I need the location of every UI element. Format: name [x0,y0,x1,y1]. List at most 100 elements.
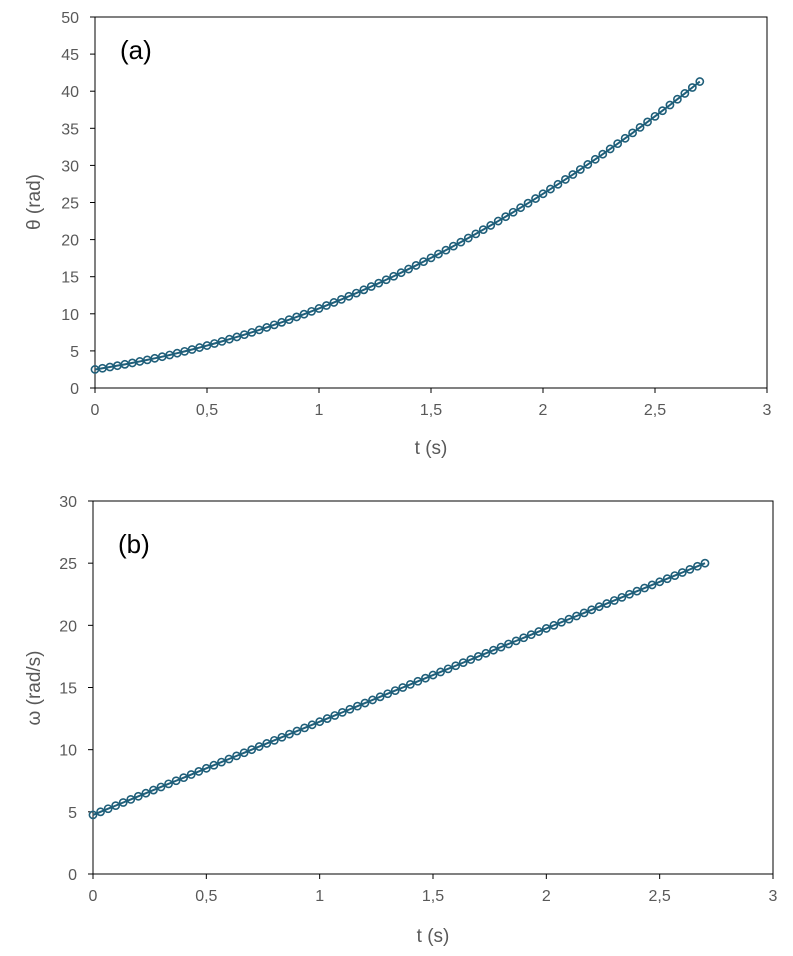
data-point [254,325,264,335]
y-tick-label: 0 [68,867,77,884]
x-tick-label: 0 [91,402,100,419]
data-point [164,779,173,789]
data-point [292,312,301,322]
data-point [322,301,331,310]
data-point [640,583,649,593]
data-point [360,698,370,708]
data-point [662,574,672,584]
data-point [351,288,361,298]
data-point [284,315,294,325]
y-tick-label: 30 [59,494,77,511]
data-point [466,655,476,664]
data-point [111,801,121,811]
data-point [489,645,498,655]
data-point [269,735,279,745]
data-point [456,237,466,247]
x-axis-title: t (s) [417,926,450,947]
data-point [405,679,415,689]
data-point [526,630,536,640]
data-point [493,216,503,226]
data-point [575,165,585,174]
y-tick-label: 5 [70,344,79,361]
data-point [463,233,473,243]
data-point [300,723,309,733]
data-point [201,763,211,773]
x-tick-label: 0,5 [195,888,217,905]
data-point [366,282,376,291]
data-point [285,729,294,739]
data-point [632,586,642,596]
x-tick-label: 1 [315,402,324,419]
data-point [171,776,181,786]
data-point [436,667,445,677]
data-point [523,198,533,208]
y-tick-label: 50 [61,10,79,27]
data-point [579,608,589,618]
data-point [315,717,325,727]
data-point [314,304,324,313]
data-point [413,676,423,686]
y-tick-label: 30 [61,158,79,175]
y-tick-label: 10 [59,743,77,760]
x-tick-label: 1 [315,888,324,905]
series-line [94,80,701,371]
data-point [262,739,272,748]
data-point [353,701,362,711]
y-tick-label: 25 [59,556,77,573]
data-point [673,94,682,104]
chart-panel-a: (a) t (s) θ (rad) 0 0,5 1 1,5 2 2,5 3051015202… [24,10,772,459]
data-point [605,144,615,154]
data-point [541,624,551,633]
y-tick-label: 10 [61,307,79,324]
x-tick-label: 0 [89,888,98,905]
data-point [103,804,113,814]
data-point [549,620,559,630]
data-point [247,745,257,755]
data-point [398,683,408,692]
y-tick-label: 0 [70,381,79,398]
data-point [224,334,234,344]
data-point [553,179,563,189]
data-point [546,184,555,194]
data-point [336,295,346,304]
data-point [426,253,436,263]
y-tick-label: 45 [61,47,79,64]
data-point [88,810,98,820]
data-point [224,754,234,764]
data-point [658,106,667,116]
data-point [118,798,128,807]
data-point [531,194,540,203]
data-point [217,757,226,767]
data-point [194,767,204,776]
data-point [374,278,384,288]
data-point [96,807,105,817]
data-point [587,605,597,615]
data-point [307,720,317,730]
data-point [590,154,600,164]
data-point [217,336,227,346]
data-point [538,189,548,199]
data-point [486,221,496,230]
data-point [695,77,705,86]
data-point [141,788,151,798]
data-point [359,285,369,295]
y-tick-label: 15 [59,681,77,698]
data-point [451,661,461,671]
data-point [383,689,393,699]
data-point [330,711,340,720]
data-point [609,596,619,605]
data-point [501,212,511,222]
data-point [210,339,219,348]
data-point [655,577,665,587]
x-tick-label: 3 [769,888,778,905]
y-tick-label: 15 [61,270,79,287]
data-point [277,317,287,327]
data-point [209,760,219,770]
data-point [390,686,400,696]
data-point [602,599,612,608]
data-point [628,128,637,138]
data-point [516,203,525,213]
data-point [239,330,249,340]
data-point [434,249,443,259]
